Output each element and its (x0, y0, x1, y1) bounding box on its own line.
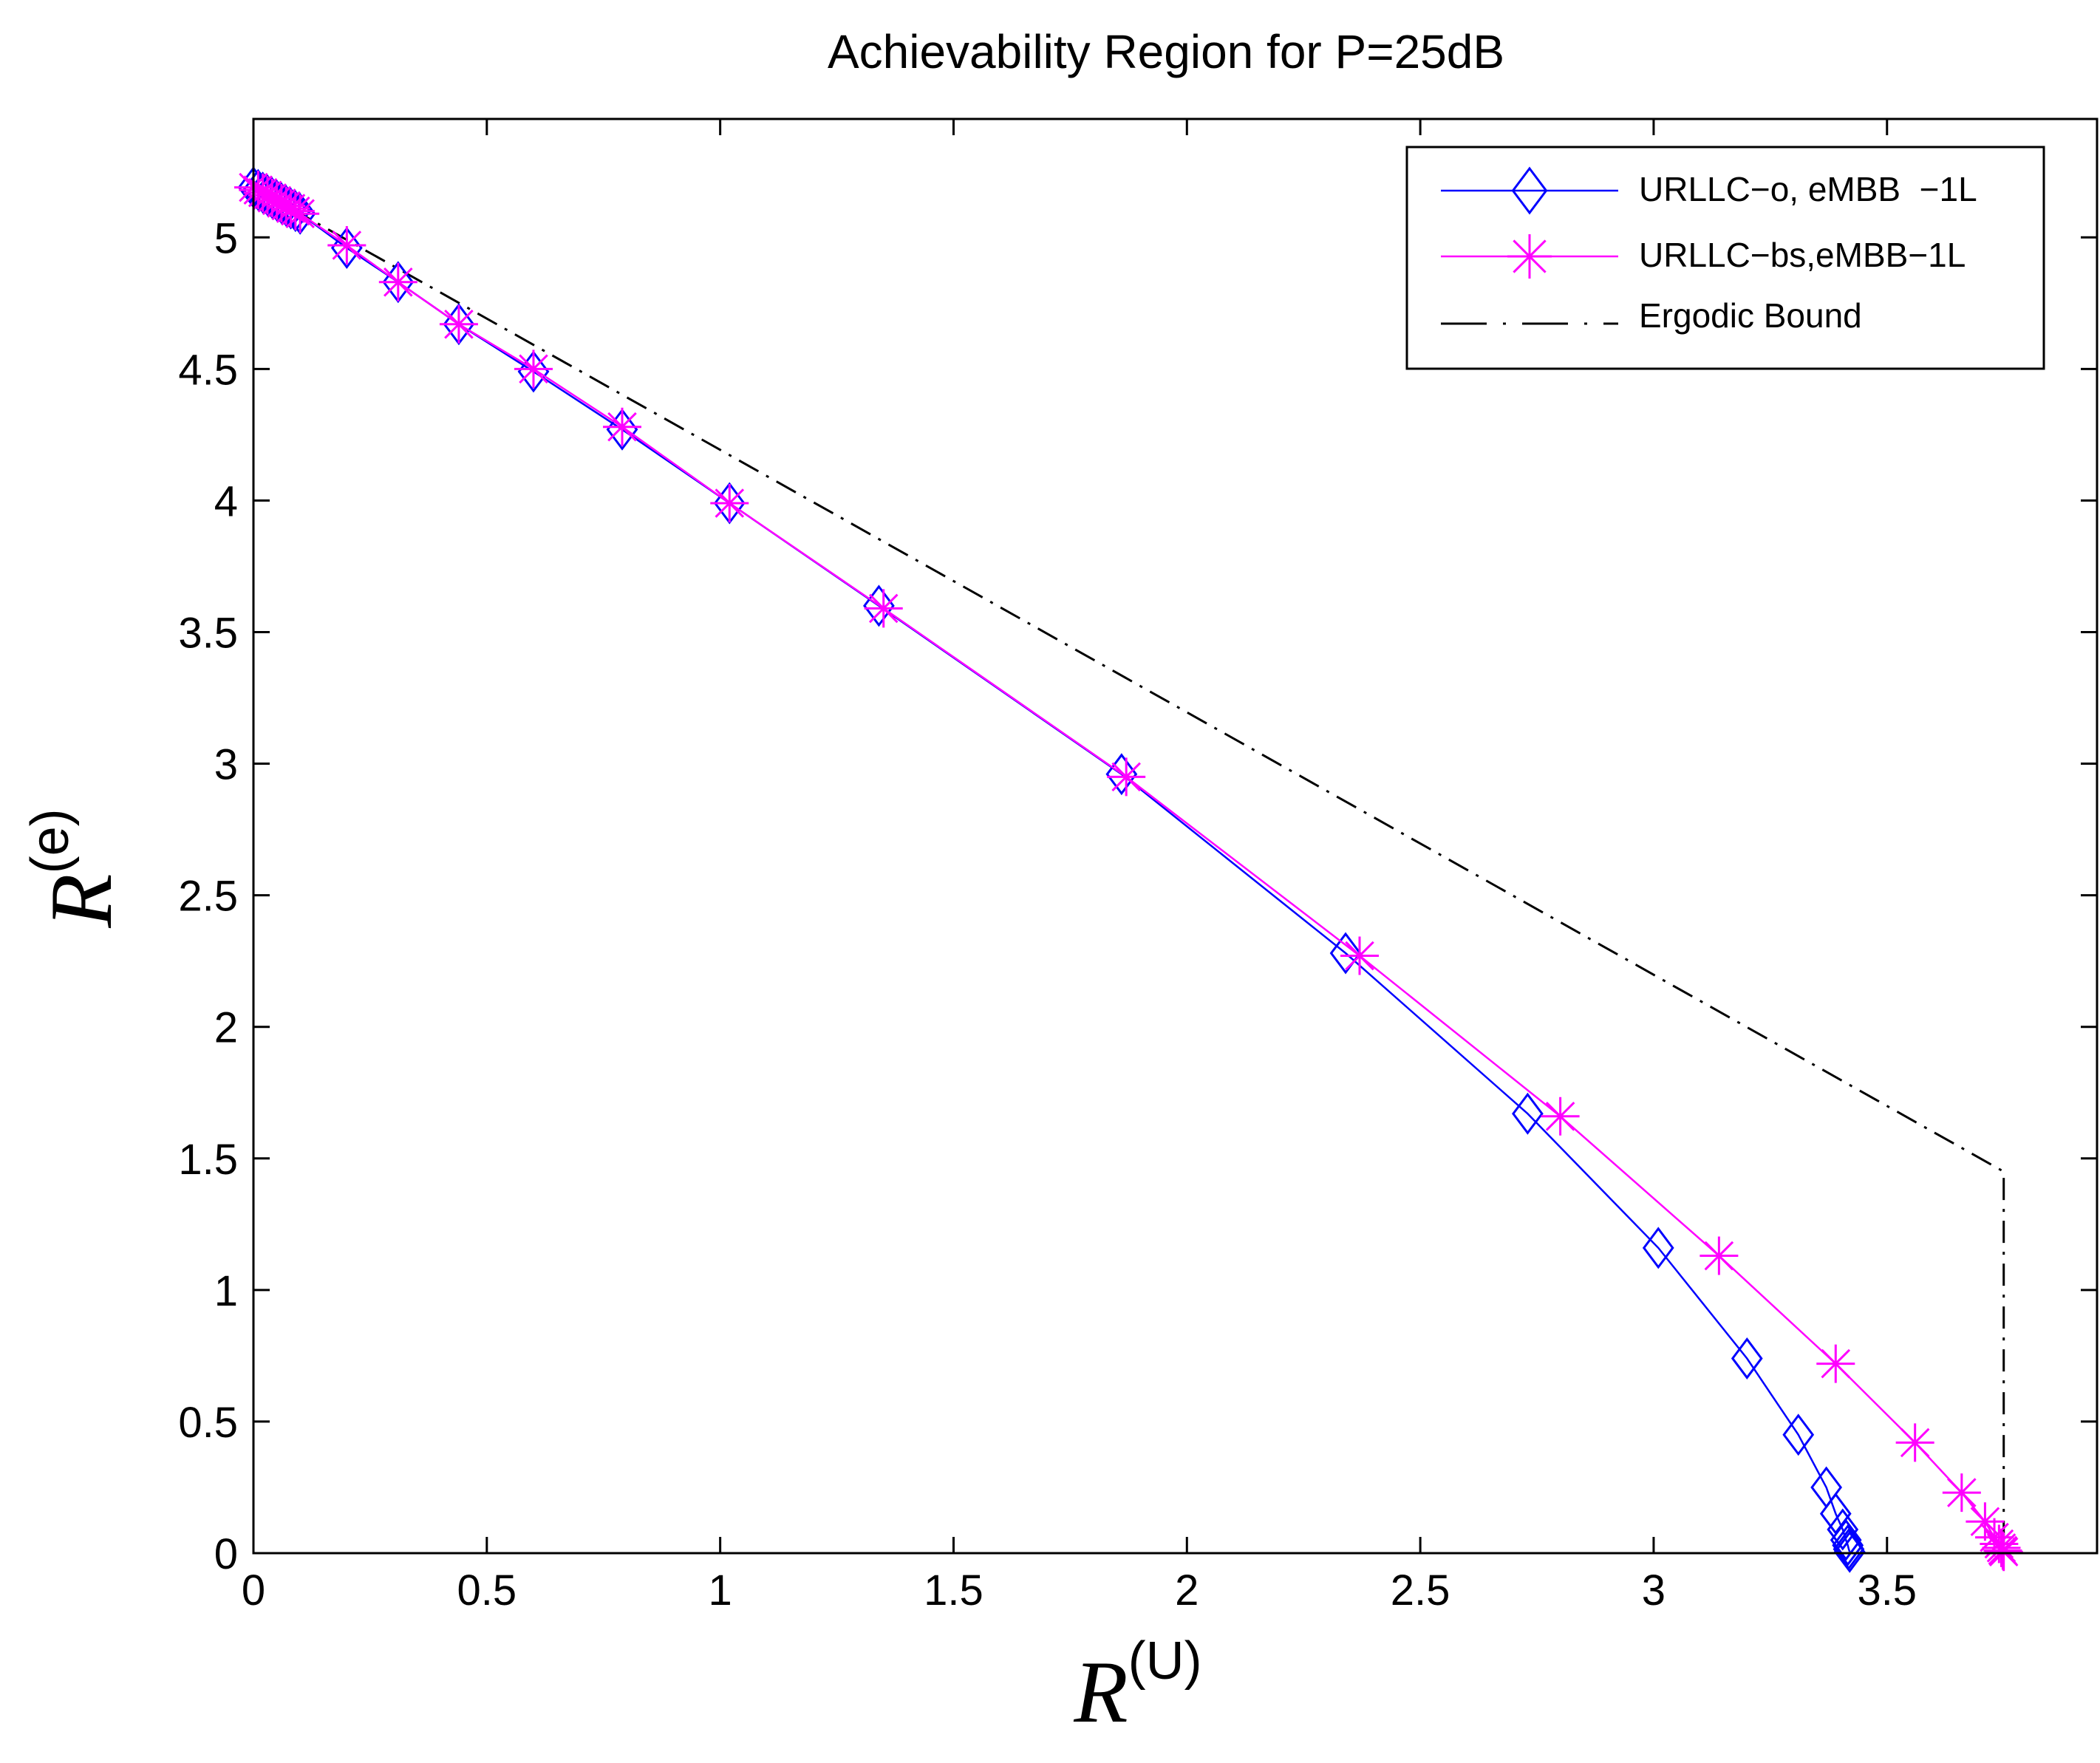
legend-entry-ergodic-bound: Ergodic Bound (1441, 296, 1862, 335)
y-tick-label: 2 (214, 1004, 238, 1052)
star-marker (248, 176, 287, 215)
series-star-solid (234, 168, 2023, 1572)
axes-frame (252, 117, 2099, 1555)
y-axis-label: R(e) (21, 808, 130, 928)
series-none-dashdot (253, 186, 2005, 1553)
plot-area (234, 166, 2023, 1573)
diamond-marker (330, 227, 363, 270)
legend-marker-diamond (1511, 166, 1548, 215)
y-tick-label: 3.5 (178, 609, 238, 657)
x-tick-label: 3 (1642, 1566, 1666, 1614)
star-marker (1975, 1518, 2014, 1557)
star-marker (267, 186, 306, 225)
diamond-marker (1731, 1337, 1763, 1380)
star-marker (281, 194, 320, 233)
legend-label-urllc-o: URLLC−o, eMBB −1L (1639, 170, 1977, 208)
y-axis: 0 0.5 1 1.5 2 2.5 3 3.5 4 4.5 5 (178, 214, 2097, 1578)
x-tick-label: 1.5 (924, 1566, 983, 1614)
diamond-marker (1642, 1227, 1674, 1269)
diamond-marker (1782, 1414, 1815, 1456)
x-tick-label: 1 (709, 1566, 732, 1614)
y-axis-label-base: R (32, 873, 130, 928)
star-marker (327, 225, 367, 265)
x-axis-label-base: R (1073, 1643, 1128, 1741)
y-tick-label: 5 (214, 214, 238, 262)
y-tick-label: 4.5 (178, 346, 238, 394)
star-marker (1895, 1423, 1934, 1462)
star-marker (864, 589, 903, 628)
legend-marker-star (1507, 234, 1552, 279)
y-axis-label-superscript: (e) (21, 808, 80, 873)
star-marker (1700, 1236, 1739, 1275)
x-tick-label: 0 (242, 1566, 265, 1614)
diamond-marker (1329, 932, 1362, 975)
star-marker (1984, 1532, 2023, 1572)
y-tick-label: 2.5 (178, 873, 238, 921)
series-line (253, 186, 2005, 1553)
star-marker (276, 191, 315, 231)
star-marker (1507, 234, 1552, 279)
legend-label-ergodic-bound: Ergodic Bound (1639, 296, 1862, 335)
star-marker (1980, 1524, 2019, 1563)
legend-entry-urllc-bs: URLLC−bs,eMBB−1L (1441, 234, 1966, 279)
x-tick-label: 2 (1175, 1566, 1199, 1614)
y-tick-label: 0.5 (178, 1399, 238, 1447)
star-marker (1966, 1502, 2005, 1541)
legend-box (1405, 146, 2045, 370)
diamond-marker (1512, 1092, 1544, 1135)
star-marker (439, 304, 478, 344)
diamond-marker (1511, 166, 1548, 215)
diamond-marker (1827, 1508, 1859, 1551)
legend: URLLC−o, eMBB −1L URLLC−bs,eMBB−1L Ergod… (1405, 146, 2045, 370)
star-marker (243, 173, 282, 212)
legend-label-urllc-bs: URLLC−bs,eMBB−1L (1639, 236, 1966, 274)
diamond-marker (606, 408, 638, 451)
star-marker (262, 183, 301, 222)
star-marker (1541, 1097, 1580, 1136)
star-marker (710, 483, 749, 522)
star-marker (271, 189, 310, 228)
x-axis-label: R(U) (1073, 1631, 1201, 1741)
star-marker (1340, 936, 1379, 975)
diamond-marker (517, 350, 550, 393)
y-tick-label: 0 (214, 1530, 238, 1578)
star-marker (253, 178, 292, 217)
diamond-marker (1833, 1530, 1866, 1573)
x-tick-label: 2.5 (1391, 1566, 1450, 1614)
star-marker (239, 171, 278, 210)
star-marker (514, 349, 553, 389)
y-tick-label: 4 (214, 477, 238, 525)
star-marker (603, 407, 641, 446)
y-tick-label: 1.5 (178, 1136, 238, 1184)
y-tick-label: 1 (214, 1267, 238, 1315)
star-marker (1107, 757, 1146, 797)
diamond-marker (1830, 1518, 1862, 1561)
x-axis-label-superscript: (U) (1128, 1631, 1202, 1691)
legend-entry-urllc-o: URLLC−o, eMBB −1L (1441, 166, 1977, 215)
star-marker (1942, 1473, 1981, 1513)
x-tick-label: 3.5 (1857, 1566, 1917, 1614)
x-axis: 0 0.5 1 1.5 2 2.5 3 3.5 (242, 119, 1917, 1614)
chart-title: Achievability Region for P=25dB (828, 25, 1504, 78)
y-tick-label: 3 (214, 741, 238, 789)
star-marker (378, 262, 417, 301)
star-marker (257, 181, 296, 220)
star-marker (1816, 1344, 1855, 1383)
x-tick-label: 0.5 (457, 1566, 517, 1614)
diamond-marker (1832, 1524, 1864, 1566)
